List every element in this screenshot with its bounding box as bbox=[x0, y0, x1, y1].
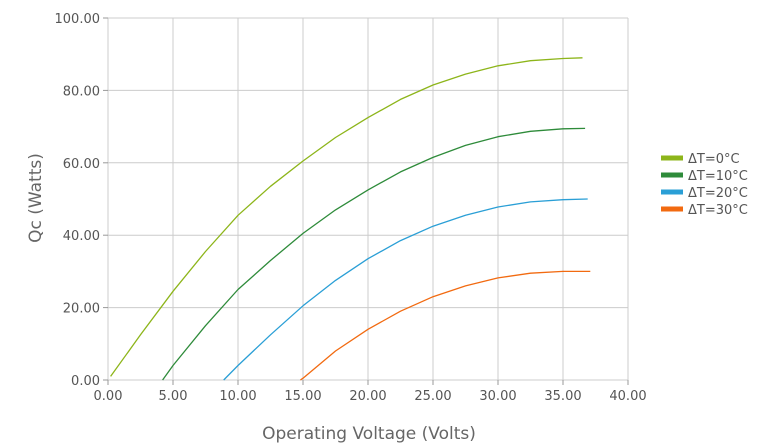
x-tick-label-7: 35.00 bbox=[544, 389, 581, 404]
y-tick-label-3: 60.00 bbox=[63, 157, 100, 172]
legend-label-3: ΔT=30°C bbox=[688, 203, 748, 218]
x-tick-label-1: 5.00 bbox=[159, 389, 188, 404]
x-tick-label-0: 0.00 bbox=[94, 389, 123, 404]
x-tick-label-8: 40.00 bbox=[609, 389, 646, 404]
x-tick-label-5: 25.00 bbox=[414, 389, 451, 404]
y-tick-label-4: 80.00 bbox=[63, 84, 100, 99]
x-tick-label-2: 10.00 bbox=[219, 389, 256, 404]
x-axis-title: Operating Voltage (Volts) bbox=[262, 424, 476, 443]
x-tick-label-4: 20.00 bbox=[349, 389, 386, 404]
legend-swatch-0 bbox=[661, 155, 683, 161]
legend-swatch-2 bbox=[661, 189, 683, 195]
y-tick-label-5: 100.00 bbox=[55, 12, 101, 27]
y-tick-label-0: 0.00 bbox=[71, 374, 100, 389]
y-tick-label-1: 20.00 bbox=[63, 302, 100, 317]
series-line-3 bbox=[300, 270, 591, 381]
legend-swatch-3 bbox=[661, 206, 683, 212]
y-axis-title: Qc (Watts) bbox=[26, 153, 46, 243]
grid bbox=[107, 17, 629, 381]
x-tick-label-6: 30.00 bbox=[479, 389, 516, 404]
series-line-1 bbox=[162, 127, 586, 381]
legend-swatch-1 bbox=[661, 172, 683, 178]
x-tick-label-3: 15.00 bbox=[284, 389, 321, 404]
series-lines bbox=[110, 57, 591, 381]
legend: ΔT=0°C ΔT=10°C ΔT=20°C ΔT=30°C bbox=[661, 152, 748, 218]
x-axis-ticks: 0.00 5.00 10.00 15.00 20.00 25.00 30.00 35.00 40… bbox=[94, 380, 647, 404]
series-line-2 bbox=[223, 198, 588, 381]
legend-label-0: ΔT=0°C bbox=[688, 152, 740, 167]
series-line-0 bbox=[110, 57, 583, 377]
y-axis-ticks: 0.00 20.00 40.00 60.00 80.00 100.00 bbox=[55, 12, 108, 389]
y-tick-label-2: 40.00 bbox=[63, 229, 100, 244]
legend-label-1: ΔT=10°C bbox=[688, 169, 748, 184]
legend-label-2: ΔT=20°C bbox=[688, 186, 748, 201]
